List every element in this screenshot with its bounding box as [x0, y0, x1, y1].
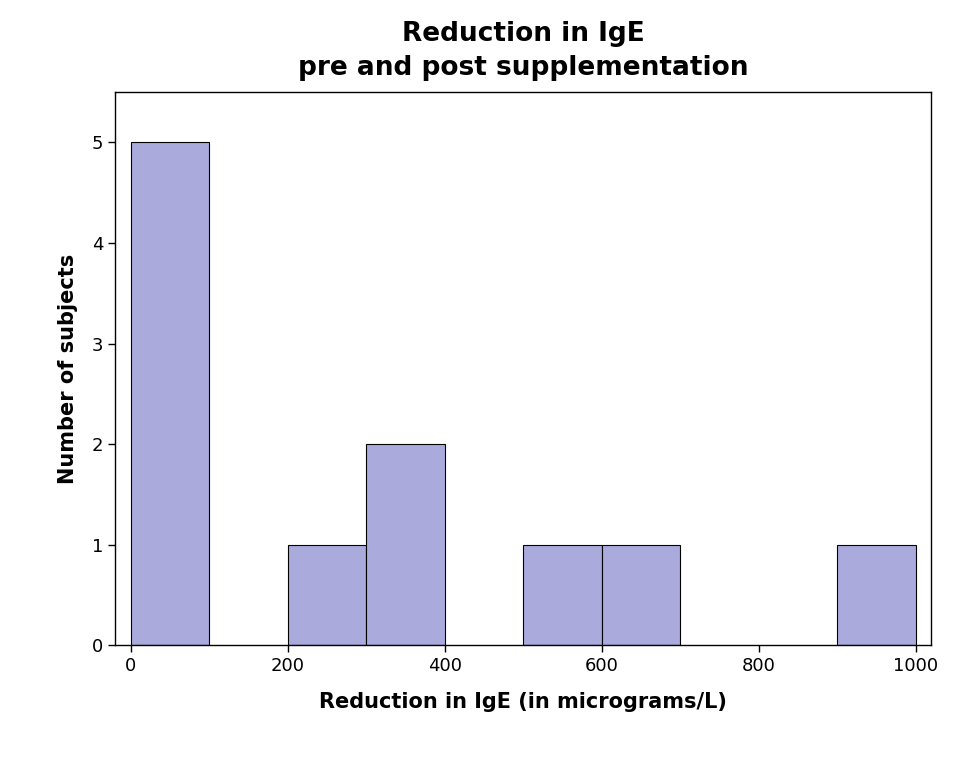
Bar: [602, 545, 680, 645]
Y-axis label: Number of subjects: Number of subjects: [58, 253, 78, 484]
Title: Reduction in IgE
pre and post supplementation: Reduction in IgE pre and post supplement…: [298, 22, 749, 81]
X-axis label: Reduction in IgE (in micrograms/L): Reduction in IgE (in micrograms/L): [320, 692, 727, 712]
Bar: [288, 545, 367, 645]
Bar: [367, 444, 444, 645]
Bar: [837, 545, 916, 645]
Bar: [131, 142, 209, 645]
Bar: [523, 545, 602, 645]
